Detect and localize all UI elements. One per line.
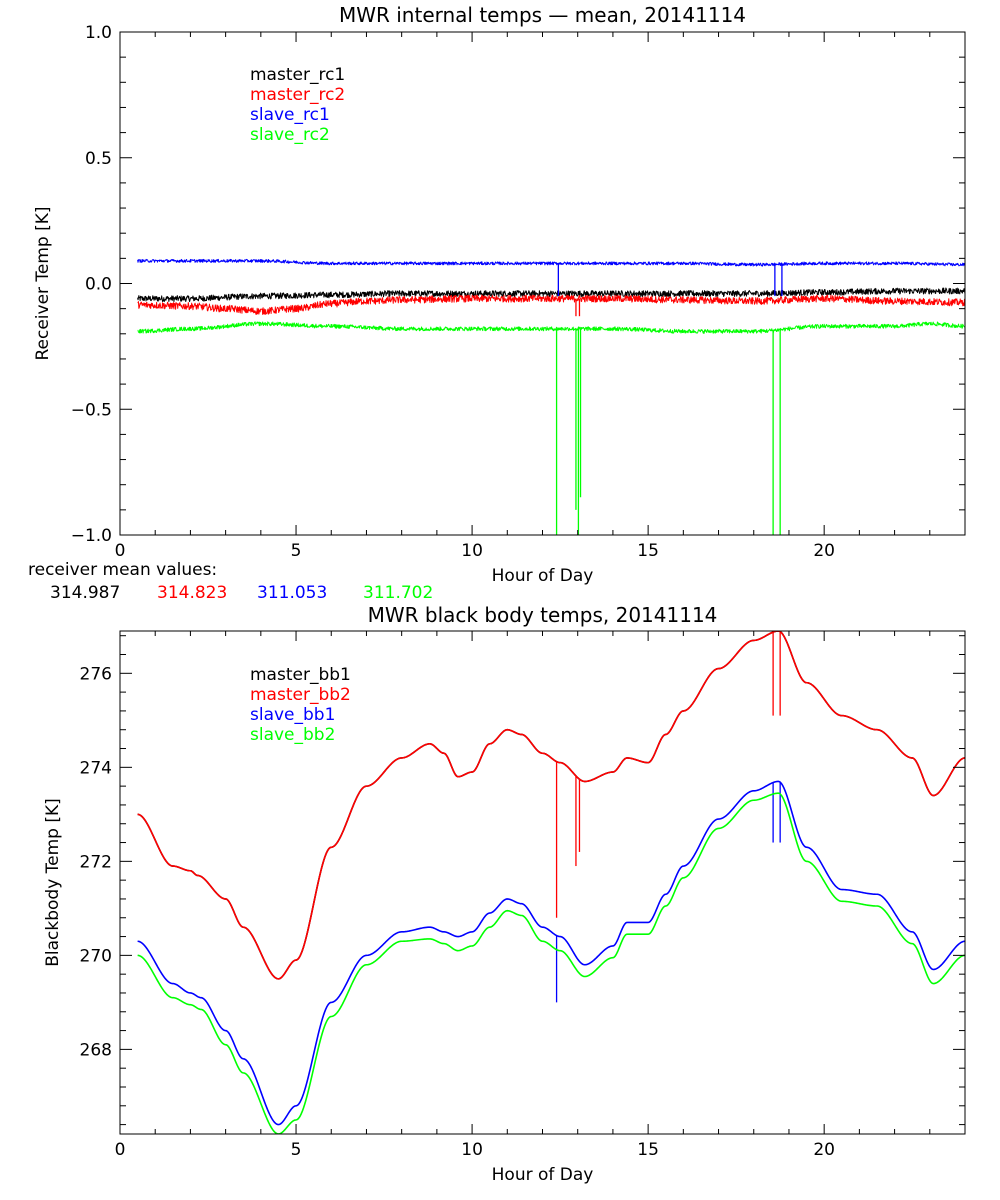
x-tick-label: 0 xyxy=(115,541,126,561)
legend-entry-slave_rc1: slave_rc1 xyxy=(250,105,330,125)
legend-entry-slave_rc2: slave_rc2 xyxy=(250,125,330,145)
chart-title: MWR black body temps, 20141114 xyxy=(368,603,718,627)
y-tick-label: 1.0 xyxy=(85,23,112,43)
receiver-temp-panel: 0 5 10 15 20 −1.0 −0.5 0.0 0.5 1.0 MWR internal te… xyxy=(33,3,966,586)
y-axis-label: Receiver Temp [K] xyxy=(33,206,53,360)
x-tick-label: 5 xyxy=(291,1140,302,1160)
series-slave_bb2 xyxy=(137,792,965,1134)
y-tick-label: 268 xyxy=(80,1040,112,1060)
series-line-master_rc1 xyxy=(137,287,965,303)
x-tick-label: 15 xyxy=(637,541,659,561)
y-tick-label: 276 xyxy=(80,664,112,684)
series-line-slave_bb1 xyxy=(137,780,965,1126)
y-tick-label: −0.5 xyxy=(71,400,112,420)
plot-frame xyxy=(119,31,966,536)
x-axis-label: Hour of Day xyxy=(492,566,594,586)
x-tick-label: 10 xyxy=(461,541,483,561)
legend-entry-master_rc1: master_rc1 xyxy=(250,65,345,85)
plot-area xyxy=(137,258,965,535)
legend-entry-slave_bb2: slave_bb2 xyxy=(250,725,335,745)
y-tick-label: 0.0 xyxy=(85,275,112,295)
series-slave_rc2 xyxy=(137,321,965,535)
plot-area xyxy=(137,631,965,1134)
y-tick-label: −1.0 xyxy=(71,526,112,546)
legend-entry-master_bb2: master_bb2 xyxy=(250,685,351,705)
series-slave_bb1 xyxy=(137,780,965,1126)
y-axis-label: Blackbody Temp [K] xyxy=(43,798,63,967)
series-line-master_rc2 xyxy=(137,294,965,315)
chart-title: MWR internal temps — mean, 20141114 xyxy=(339,3,746,27)
series-line-slave_bb2 xyxy=(137,792,965,1134)
y-tick-label: 270 xyxy=(80,946,112,966)
legend-entry-slave_bb1: slave_bb1 xyxy=(250,705,335,725)
series-line-master_bb2 xyxy=(137,631,965,980)
plot-frame xyxy=(119,630,966,1135)
series-line-slave_rc2 xyxy=(137,321,965,334)
y-tick-label: 0.5 xyxy=(85,149,112,169)
y-tick-label: 272 xyxy=(80,852,112,872)
x-tick-label: 10 xyxy=(461,1140,483,1160)
series-master_rc1 xyxy=(137,287,965,303)
receiver-mean-slave-rc2: 311.702 xyxy=(363,583,434,603)
y-tick-label: 274 xyxy=(80,758,112,778)
series-master_rc2 xyxy=(137,294,965,317)
series-slave_rc1 xyxy=(137,258,965,297)
x-tick-label: 20 xyxy=(813,1140,835,1160)
x-tick-label: 5 xyxy=(291,541,302,561)
blackbody-temp-panel: 0 5 10 15 20 268 270 272 274 276 MWR black body te… xyxy=(43,603,966,1185)
x-tick-label: 15 xyxy=(637,1140,659,1160)
legend-entry-master_bb1: master_bb1 xyxy=(250,665,351,685)
receiver-mean-master-rc1: 314.987 xyxy=(50,583,121,603)
series-master_bb2 xyxy=(137,631,965,980)
receiver-mean-master-rc2: 314.823 xyxy=(157,583,228,603)
receiver-mean-label: receiver mean values: xyxy=(28,560,218,580)
series-line-slave_rc1 xyxy=(137,258,965,267)
receiver-mean-slave-rc1: 311.053 xyxy=(257,583,328,603)
legend-entry-master_rc2: master_rc2 xyxy=(250,85,345,105)
x-tick-label: 20 xyxy=(813,541,835,561)
x-tick-label: 0 xyxy=(115,1140,126,1160)
x-axis-label: Hour of Day xyxy=(492,1165,594,1185)
